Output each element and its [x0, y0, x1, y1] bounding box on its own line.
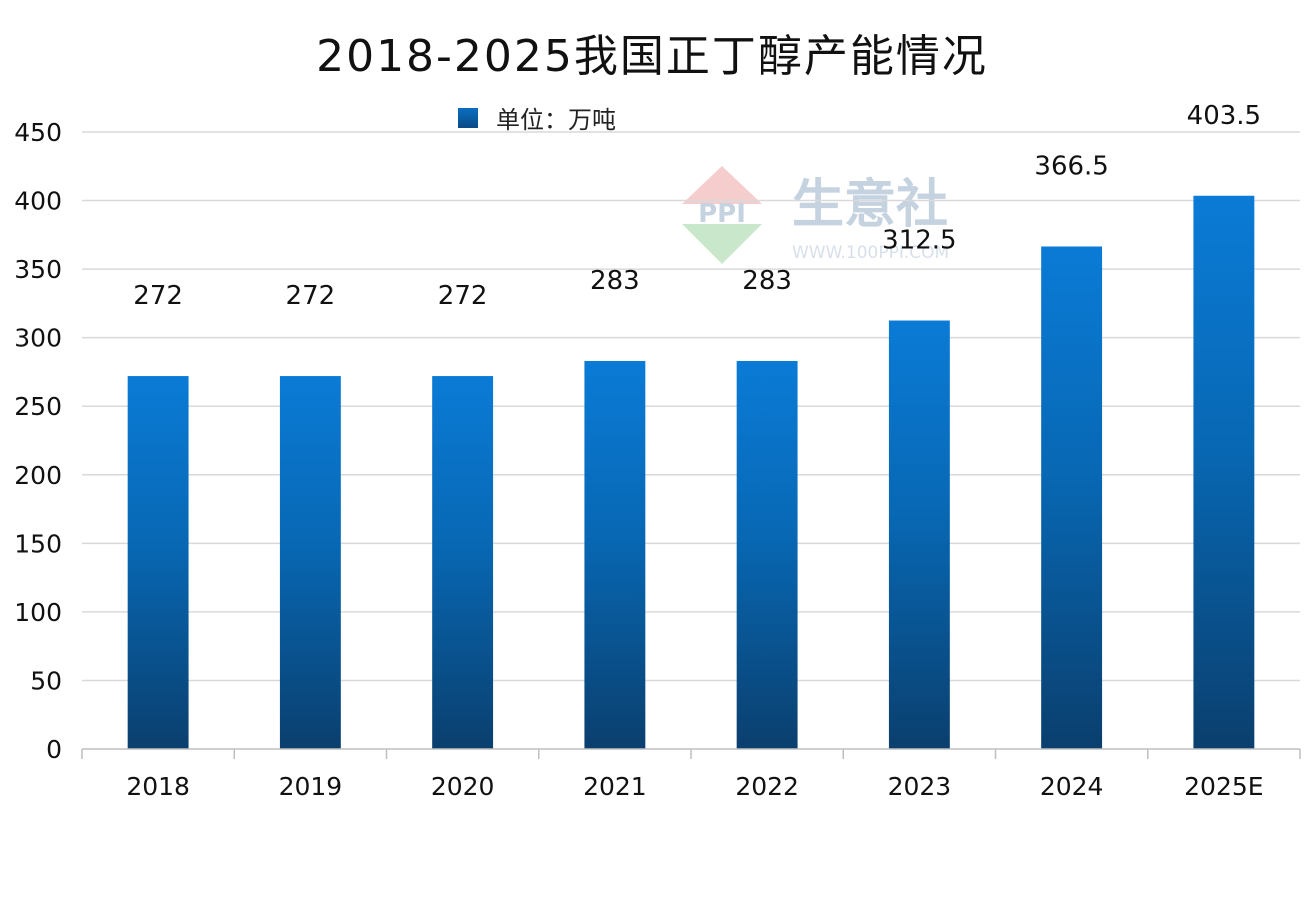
y-tick-label: 400 — [14, 187, 62, 216]
bar — [1193, 195, 1255, 750]
bar — [279, 376, 341, 749]
x-tick-label: 2018 — [126, 772, 190, 801]
bar — [736, 360, 798, 749]
data-label: 366.5 — [1034, 151, 1108, 181]
bars — [127, 195, 1255, 750]
x-tick-label: 2022 — [735, 772, 799, 801]
grid-lines — [82, 131, 1300, 682]
legend-swatch — [458, 107, 478, 128]
data-label: 283 — [742, 266, 792, 296]
data-label: 312.5 — [882, 226, 956, 256]
y-tick-label: 250 — [14, 392, 62, 421]
chart-title: 2018-2025我国正丁醇产能情况 — [316, 31, 988, 82]
watermark: PPI 生意社 WWW.100PPI.COM — [682, 166, 949, 264]
x-axis: 2018 2019 2020 2021 2022 2023 2024 2025E — [81, 748, 1301, 801]
bar — [584, 360, 646, 749]
y-tick-label: 100 — [14, 598, 62, 627]
bar — [888, 320, 950, 749]
legend-label: 单位：万吨 — [496, 106, 616, 134]
y-tick-label: 450 — [14, 118, 62, 147]
bar — [127, 376, 189, 749]
data-labels: 272 272 272 283 283 312.5 366.5 403.5 — [133, 101, 1261, 311]
data-label: 272 — [438, 281, 488, 311]
watermark-brand: 生意社 — [792, 175, 948, 235]
y-tick-label: 350 — [14, 255, 62, 284]
x-tick-label: 2023 — [888, 772, 952, 801]
watermark-logo-bottom-icon — [682, 224, 762, 264]
data-label: 272 — [286, 281, 336, 311]
x-tick-label: 2024 — [1040, 772, 1104, 801]
y-tick-label: 200 — [14, 461, 62, 490]
y-tick-label: 300 — [14, 324, 62, 353]
data-label: 272 — [133, 281, 183, 311]
y-axis: 0 50 100 150 200 250 300 350 400 450 — [14, 118, 62, 764]
y-tick-label: 0 — [46, 735, 62, 764]
data-label: 283 — [590, 266, 640, 296]
x-tick-label: 2020 — [431, 772, 495, 801]
watermark-url: WWW.100PPI.COM — [792, 243, 949, 263]
x-tick-label: 2019 — [279, 772, 343, 801]
data-label: 403.5 — [1187, 101, 1261, 131]
y-tick-label: 150 — [14, 529, 62, 558]
x-tick-label: 2025E — [1184, 772, 1263, 801]
watermark-logo-top-icon — [682, 166, 762, 204]
bar — [432, 376, 494, 749]
y-tick-label: 50 — [30, 666, 62, 695]
bar — [1041, 246, 1103, 749]
watermark-logo-text: PPI — [698, 199, 746, 229]
legend: 单位：万吨 — [458, 100, 616, 135]
x-tick-label: 2021 — [583, 772, 647, 801]
